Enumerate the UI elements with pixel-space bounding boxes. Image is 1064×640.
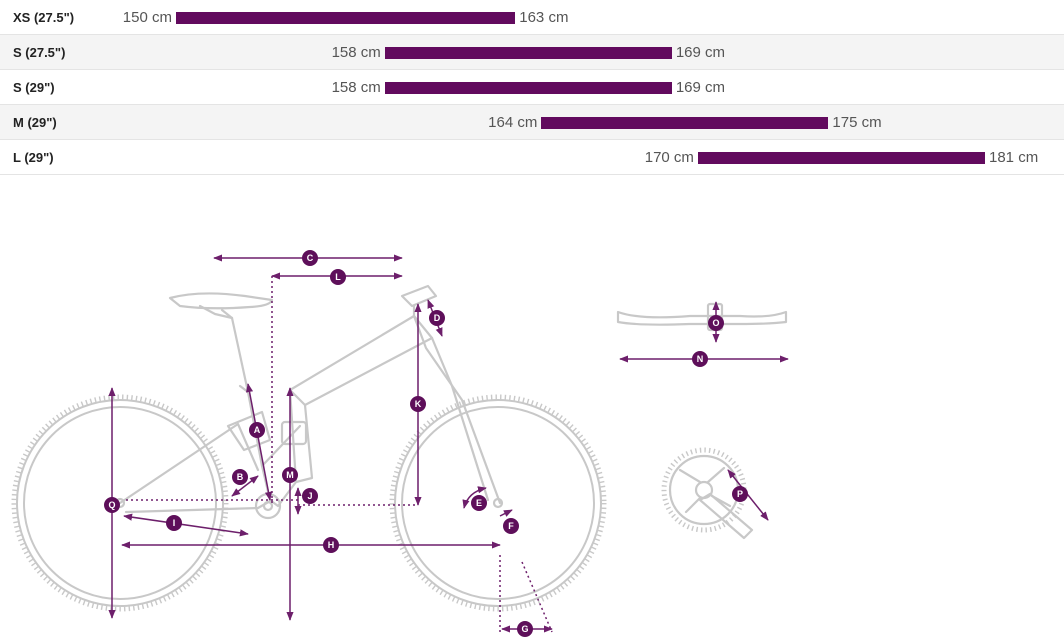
height-range-bar	[697, 152, 985, 164]
size-row-s-29: S (29") 158 cm 169 cm	[0, 70, 1064, 105]
badge-q: Q	[104, 497, 120, 513]
height-range-bar	[176, 12, 516, 24]
badge-label: E	[476, 498, 482, 508]
saddle	[168, 292, 274, 320]
badge-i: I	[166, 515, 182, 531]
badge-label: N	[697, 354, 704, 364]
badge-label: B	[237, 472, 244, 482]
badge-a: A	[249, 422, 265, 438]
badge-h: H	[323, 537, 339, 553]
size-label: M (29")	[13, 115, 57, 130]
height-range-bar	[384, 82, 672, 94]
height-min-label: 158 cm	[331, 44, 381, 61]
height-range-bar	[384, 47, 672, 59]
size-label: L (29")	[13, 150, 54, 165]
badge-o: O	[708, 315, 724, 331]
badge-label: I	[173, 518, 176, 528]
badge-g: G	[517, 621, 533, 637]
badge-c: C	[302, 250, 318, 266]
badge-label: G	[521, 624, 528, 634]
size-row-l-29: L (29") 170 cm 181 cm	[0, 140, 1064, 175]
size-chart: XS (27.5") 150 cm 163 cm S (27.5") 158 c…	[0, 0, 1064, 175]
height-max-label: 169 cm	[675, 79, 726, 96]
badge-label: J	[307, 491, 312, 501]
badge-b: B	[232, 469, 248, 485]
badge-j: J	[302, 488, 318, 504]
height-min-label: 158 cm	[331, 79, 381, 96]
badge-label: C	[307, 253, 314, 263]
badge-label: F	[508, 521, 514, 531]
size-label: S (27.5")	[13, 45, 66, 60]
rear-wheel	[11, 394, 229, 612]
badge-m: M	[282, 467, 298, 483]
height-min-label: 164 cm	[488, 114, 538, 131]
size-row-s-27-5: S (27.5") 158 cm 169 cm	[0, 35, 1064, 70]
badge-f: F	[503, 518, 519, 534]
badge-label: P	[737, 489, 743, 499]
bike-geometry-diagram: A B C D E F G H I J K L M N O P Q	[11, 250, 789, 637]
badge-d: D	[429, 310, 445, 326]
badge-p: P	[732, 486, 748, 502]
size-label: S (29")	[13, 80, 55, 95]
badge-label: M	[286, 470, 294, 480]
badge-n: N	[692, 351, 708, 367]
height-range-bar	[541, 117, 829, 129]
handlebar-detail	[616, 302, 788, 332]
size-label: XS (27.5")	[13, 10, 75, 25]
size-row-m-29: M (29") 164 cm 175 cm	[0, 105, 1064, 140]
badge-label: O	[712, 318, 719, 328]
height-min-label: 150 cm	[122, 9, 172, 26]
badge-label: Q	[108, 500, 115, 510]
size-row-xs-27-5: XS (27.5") 150 cm 163 cm	[0, 0, 1064, 35]
front-wheel	[389, 394, 607, 612]
badge-label: D	[434, 313, 441, 323]
badge-l: L	[330, 269, 346, 285]
height-max-label: 169 cm	[675, 44, 726, 61]
badge-label: A	[254, 425, 261, 435]
height-max-label: 181 cm	[989, 149, 1039, 166]
badge-label: H	[328, 540, 335, 550]
height-max-label: 163 cm	[519, 9, 569, 26]
height-max-label: 175 cm	[832, 114, 882, 131]
badge-label: K	[415, 399, 422, 409]
badge-k: K	[410, 396, 426, 412]
badge-e: E	[471, 495, 487, 511]
badge-label: L	[335, 272, 341, 282]
height-min-label: 170 cm	[644, 149, 694, 166]
